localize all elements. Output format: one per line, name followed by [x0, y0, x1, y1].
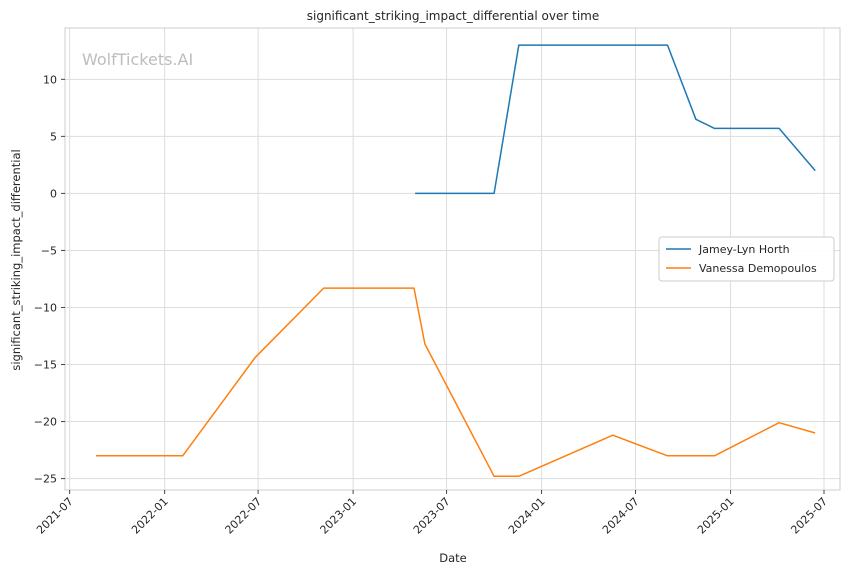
x-tick-label: 2024-01 — [506, 495, 548, 537]
y-tick-label: −25 — [34, 473, 57, 486]
x-axis-label: Date — [439, 551, 467, 565]
watermark: WolfTickets.AI — [82, 50, 193, 69]
x-tick-label: 2024-07 — [600, 495, 642, 537]
x-tick-label: 2022-07 — [223, 495, 265, 537]
chart-title: significant_striking_impact_differential… — [307, 9, 599, 23]
legend-box — [658, 236, 835, 282]
x-tick-label: 2025-01 — [695, 495, 737, 537]
x-tick-label: 2023-01 — [318, 495, 360, 537]
y-tick-label: 5 — [50, 130, 57, 143]
series-line — [415, 44, 816, 195]
x-tick-label: 2021-07 — [34, 495, 76, 537]
legend: Jamey-Lyn Horth Vanessa Demopoulos — [658, 236, 835, 282]
series-line — [96, 287, 816, 478]
y-tick-label: −20 — [34, 416, 57, 429]
y-axis-label: significant_striking_impact_differential — [9, 149, 23, 370]
y-tick-label: 10 — [43, 73, 57, 86]
x-axis: 2021-07 2022-01 2022-07 2023-01 2023-07 2024-… — [34, 490, 830, 537]
x-tick-label: 2025-07 — [788, 495, 830, 537]
y-tick-label: 0 — [50, 187, 57, 200]
legend-label: Vanessa Demopoulos — [699, 262, 817, 275]
legend-label: Jamey-Lyn Horth — [698, 243, 790, 256]
y-axis: 10 5 0 −5 −10 −15 −20 −25 — [34, 73, 65, 486]
y-tick-label: −10 — [34, 301, 57, 314]
series-layer — [96, 44, 816, 478]
plot-area — [64, 27, 841, 491]
y-tick-label: −5 — [41, 244, 57, 257]
x-tick-label: 2022-01 — [129, 495, 171, 537]
x-tick-label: 2023-07 — [411, 495, 453, 537]
y-tick-label: −15 — [34, 359, 57, 372]
